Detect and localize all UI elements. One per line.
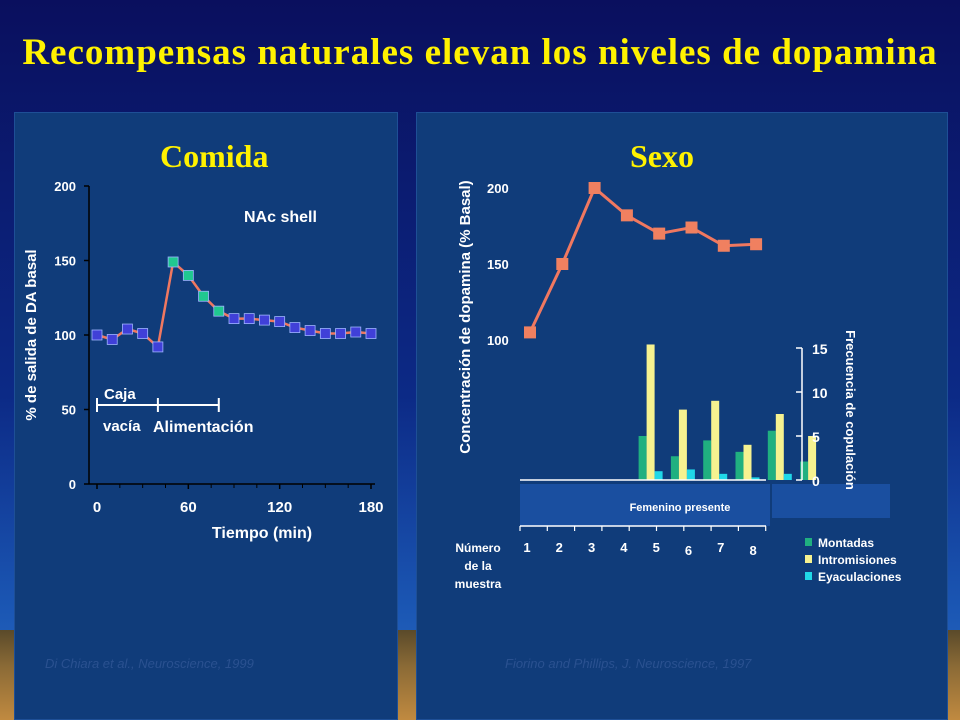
montadas-bar <box>703 440 712 480</box>
food-point-feeding <box>198 290 209 302</box>
intromisiones-bar <box>678 409 687 480</box>
food-point-feeding <box>182 269 194 281</box>
sample-number: 8 <box>749 543 756 558</box>
legend-swatch <box>805 572 812 580</box>
empty-box-label: Caja <box>104 386 136 403</box>
sex-subtitle: Sexo <box>630 138 694 174</box>
sex-y-tick-label: 100 <box>487 333 509 348</box>
food-y-tick-label: 100 <box>54 328 76 343</box>
female-present-band <box>520 484 770 526</box>
food-subtitle: Comida <box>160 138 269 174</box>
montadas-bar <box>767 430 776 480</box>
montadas-bar <box>800 461 809 480</box>
food-point <box>259 314 270 326</box>
sex-point <box>685 221 698 234</box>
sample-header: de la <box>464 559 492 573</box>
feeding-label: Alimentación <box>153 419 253 436</box>
food-point <box>122 323 133 335</box>
food-x-label: Tiempo (min) <box>212 525 312 542</box>
sex-y-tick-label: 200 <box>487 181 509 196</box>
intromisiones-bar <box>808 436 817 480</box>
right-axis-band <box>772 484 890 518</box>
sex-point <box>556 258 569 270</box>
food-y-tick-label: 200 <box>54 179 76 194</box>
food-point <box>365 328 377 339</box>
sex-point <box>750 238 763 251</box>
montadas-bar <box>670 456 679 480</box>
food-point <box>319 328 331 339</box>
sex-point <box>588 182 601 194</box>
intromisiones-bar <box>646 344 655 480</box>
sample-header: Número <box>455 541 500 555</box>
bar-y-tick-label: 10 <box>812 385 828 401</box>
sex-point <box>620 209 633 222</box>
slide-title: Recompensas naturales elevan los niveles… <box>22 32 938 73</box>
food-point <box>274 316 286 327</box>
eyaculaciones-bar <box>751 477 760 480</box>
empty-box-label: vacía <box>103 418 141 435</box>
food-point <box>152 341 164 353</box>
food-y-tick-label: 50 <box>62 403 76 418</box>
food-point <box>106 334 118 345</box>
sex-point <box>524 326 536 339</box>
food-point-feeding <box>167 256 179 268</box>
sex-y-label: Concentración de dopamina (% Basal) <box>457 180 474 453</box>
food-y-tick-label: 150 <box>54 254 76 269</box>
food-point <box>335 328 346 339</box>
sample-number: 6 <box>685 543 692 558</box>
food-y-label: % de salida de DA basal <box>23 249 40 420</box>
sample-number: 5 <box>653 540 660 555</box>
food-x-tick-label: 180 <box>358 499 383 516</box>
food-annotation: NAc shell <box>244 209 317 226</box>
food-point-feeding <box>213 305 225 317</box>
female-present-label: Femenino presente <box>630 502 731 514</box>
food-point <box>289 322 301 333</box>
food-x-tick-label: 0 <box>93 499 101 516</box>
left-citation: Di Chiara et al., Neuroscience, 1999 <box>45 656 254 671</box>
sample-number: 2 <box>556 540 563 555</box>
bar-y-tick-label: 0 <box>812 473 820 489</box>
bar-y-tick-label: 15 <box>812 341 828 357</box>
eyaculaciones-bar <box>783 473 792 480</box>
intromisiones-bar <box>743 444 752 480</box>
legend-swatch <box>805 555 812 563</box>
food-point <box>228 313 240 325</box>
legend-label: Eyaculaciones <box>818 570 902 584</box>
food-point <box>91 329 103 341</box>
food-x-tick-label: 60 <box>180 499 197 516</box>
food-point <box>304 325 316 336</box>
food-point <box>350 326 362 338</box>
sex-point <box>717 239 730 252</box>
left-panel <box>14 112 398 720</box>
eyaculaciones-bar <box>686 469 695 480</box>
intromisiones-bar <box>711 400 720 480</box>
sample-number: 3 <box>588 540 595 555</box>
sample-number: 7 <box>717 540 724 555</box>
sex-point <box>653 227 666 240</box>
bar-y-label: Frecuencia de copulación <box>843 330 858 490</box>
food-point <box>137 328 149 339</box>
legend-swatch <box>805 538 812 546</box>
sex-y-tick-label: 150 <box>487 257 509 272</box>
legend-label: Intromisiones <box>818 553 897 567</box>
legend-label: Montadas <box>818 536 874 550</box>
sample-number: 1 <box>523 540 530 555</box>
sample-header: muestra <box>455 577 502 591</box>
intromisiones-bar <box>775 414 784 480</box>
eyaculaciones-bar <box>654 471 663 480</box>
food-x-tick-label: 120 <box>267 499 292 516</box>
sample-number: 4 <box>620 540 628 555</box>
right-citation: Fiorino and Phillips, J. Neuroscience, 1… <box>505 656 752 671</box>
bar-y-tick-label: 5 <box>812 429 820 445</box>
montadas-bar <box>638 436 647 480</box>
food-point <box>243 313 255 325</box>
eyaculaciones-bar <box>719 473 728 480</box>
montadas-bar <box>735 451 744 480</box>
food-y-tick-label: 0 <box>69 477 76 492</box>
